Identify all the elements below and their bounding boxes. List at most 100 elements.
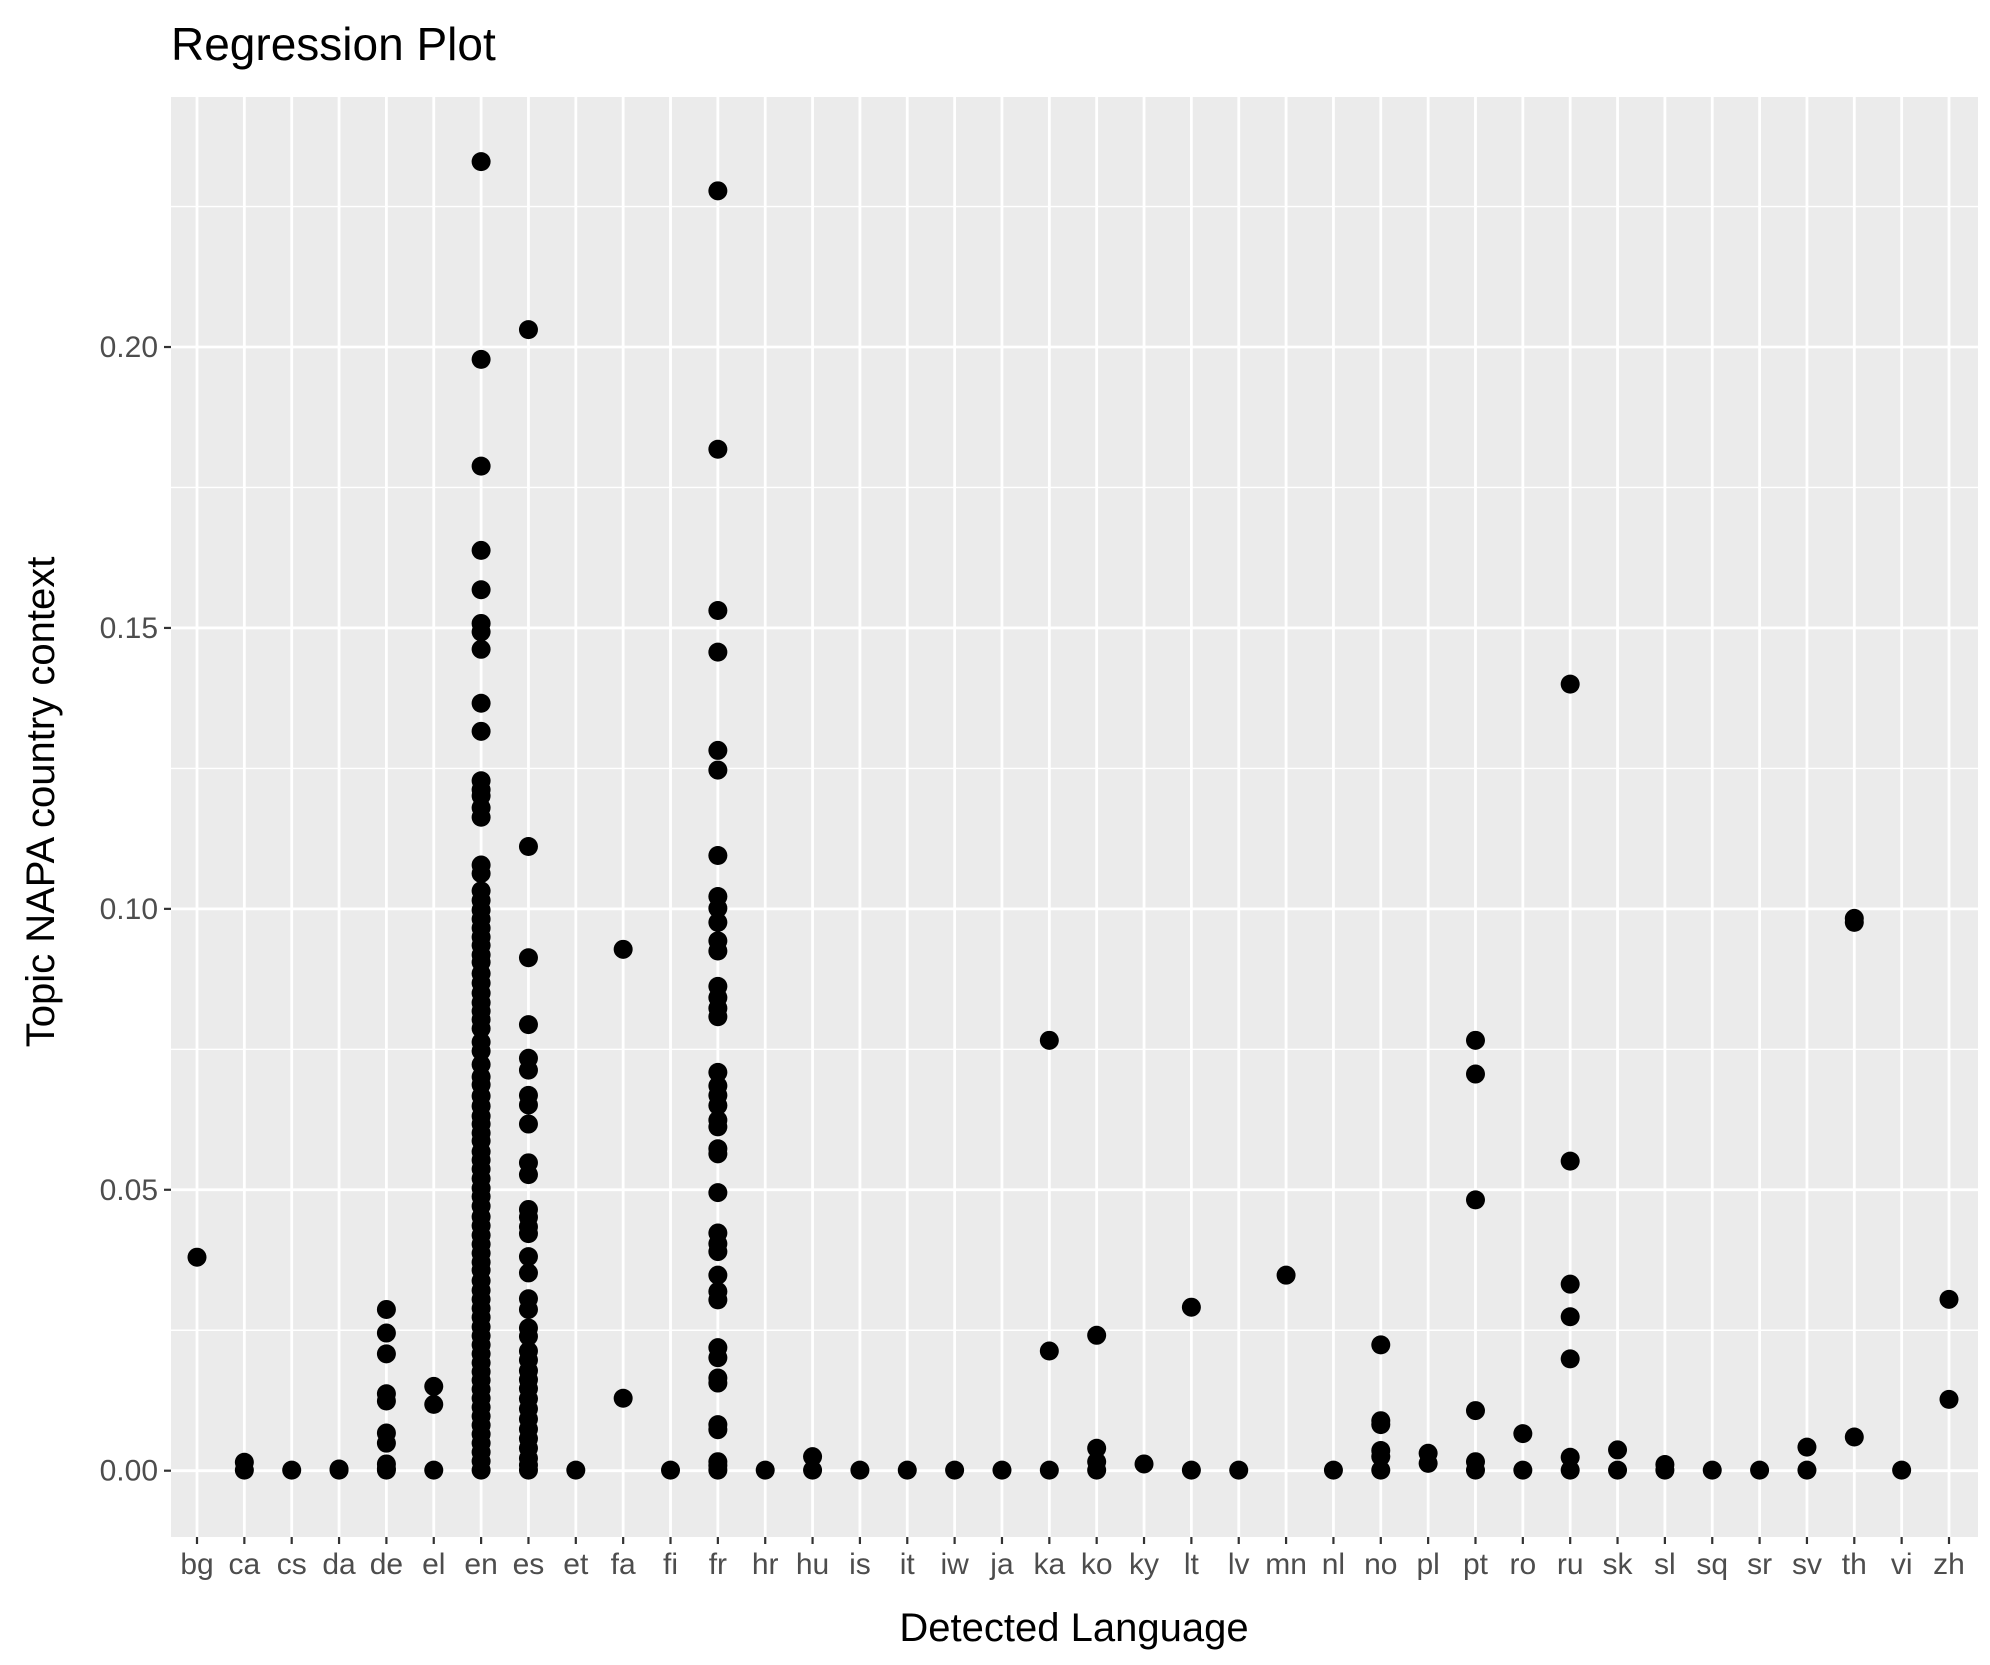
data-point bbox=[1276, 1265, 1296, 1285]
x-tick-label: sr bbox=[1747, 1548, 1772, 1581]
data-point bbox=[1418, 1453, 1438, 1473]
x-axis: bg ca cs da de el en es et fa fi fr hr hu is it iw ja ka ko… bbox=[180, 1537, 1965, 1581]
data-point bbox=[1892, 1460, 1912, 1480]
data-point bbox=[282, 1460, 302, 1480]
data-point bbox=[1797, 1437, 1817, 1457]
data-point bbox=[613, 1388, 633, 1408]
x-tick-label: lt bbox=[1184, 1548, 1200, 1581]
data-point bbox=[518, 1015, 538, 1035]
x-tick-label: pl bbox=[1416, 1548, 1439, 1581]
data-point bbox=[708, 1290, 728, 1310]
data-point bbox=[1608, 1460, 1628, 1480]
x-tick-label: ko bbox=[1081, 1548, 1113, 1581]
data-point bbox=[518, 1114, 538, 1134]
data-point bbox=[1560, 1274, 1580, 1294]
x-tick-label: ky bbox=[1129, 1548, 1159, 1581]
x-tick-label: no bbox=[1364, 1548, 1397, 1581]
data-point bbox=[1323, 1460, 1343, 1480]
x-tick-label: sk bbox=[1603, 1548, 1634, 1581]
data-point bbox=[518, 1165, 538, 1185]
y-tick-label: 0.20 bbox=[100, 331, 158, 364]
data-point bbox=[708, 601, 728, 621]
data-point bbox=[1844, 1427, 1864, 1447]
data-point bbox=[708, 1373, 728, 1393]
data-point bbox=[992, 1460, 1012, 1480]
data-point bbox=[518, 1095, 538, 1115]
data-point bbox=[708, 1460, 728, 1480]
data-point bbox=[897, 1460, 917, 1480]
data-point bbox=[1087, 1438, 1107, 1458]
x-tick-label: et bbox=[563, 1548, 589, 1581]
data-point bbox=[1465, 1460, 1485, 1480]
data-point bbox=[850, 1460, 870, 1480]
data-point bbox=[708, 898, 728, 918]
data-point bbox=[376, 1391, 396, 1411]
data-point bbox=[424, 1394, 444, 1414]
data-point bbox=[1702, 1460, 1722, 1480]
data-point bbox=[1181, 1460, 1201, 1480]
x-tick-label: el bbox=[422, 1548, 445, 1581]
x-tick-label: lv bbox=[1228, 1548, 1250, 1581]
data-point bbox=[1087, 1460, 1107, 1480]
data-point bbox=[187, 1247, 207, 1267]
data-point bbox=[376, 1299, 396, 1319]
x-tick-label: sv bbox=[1792, 1548, 1822, 1581]
data-point bbox=[708, 1183, 728, 1203]
x-tick-label: cs bbox=[277, 1548, 307, 1581]
y-tick-label: 0.10 bbox=[100, 893, 158, 926]
data-point bbox=[1560, 1349, 1580, 1369]
x-tick-label: ja bbox=[989, 1548, 1014, 1581]
data-point bbox=[471, 693, 491, 713]
x-tick-label: ro bbox=[1509, 1548, 1536, 1581]
data-point bbox=[708, 1348, 728, 1368]
data-point bbox=[471, 1041, 491, 1061]
y-tick-label: 0.00 bbox=[100, 1455, 158, 1488]
data-point bbox=[424, 1376, 444, 1396]
data-point bbox=[1465, 1030, 1485, 1050]
data-point bbox=[708, 439, 728, 459]
data-point bbox=[1513, 1460, 1533, 1480]
data-point bbox=[376, 1323, 396, 1343]
data-point bbox=[1371, 1447, 1391, 1467]
data-point bbox=[518, 1460, 538, 1480]
chart-title: Regression Plot bbox=[171, 18, 496, 70]
data-point bbox=[376, 1344, 396, 1364]
data-point bbox=[1039, 1460, 1059, 1480]
data-point bbox=[1181, 1297, 1201, 1317]
x-tick-label: sq bbox=[1696, 1548, 1728, 1581]
x-tick-label: da bbox=[322, 1548, 356, 1581]
data-point bbox=[1608, 1440, 1628, 1460]
data-point bbox=[708, 1007, 728, 1027]
x-tick-label: hu bbox=[796, 1548, 829, 1581]
data-point bbox=[1134, 1454, 1154, 1474]
y-axis: 0.00 0.05 0.10 0.15 0.20 bbox=[100, 331, 171, 1488]
data-point bbox=[1513, 1424, 1533, 1444]
data-point bbox=[518, 948, 538, 968]
x-tick-label: iw bbox=[940, 1548, 969, 1581]
data-point bbox=[708, 642, 728, 662]
data-point bbox=[518, 320, 538, 340]
data-point bbox=[1560, 1151, 1580, 1171]
data-point bbox=[471, 349, 491, 369]
data-point bbox=[803, 1447, 823, 1467]
data-point bbox=[1371, 1415, 1391, 1435]
data-point bbox=[708, 1096, 728, 1116]
data-point bbox=[1039, 1341, 1059, 1361]
data-point bbox=[1655, 1460, 1675, 1480]
data-point bbox=[518, 1326, 538, 1346]
y-axis-title: Topic NAPA country context bbox=[19, 557, 63, 1048]
data-point bbox=[471, 580, 491, 600]
x-tick-label: es bbox=[513, 1548, 545, 1581]
x-tick-label: hr bbox=[752, 1548, 779, 1581]
data-point bbox=[708, 1117, 728, 1137]
data-point bbox=[708, 181, 728, 201]
data-point bbox=[1039, 1030, 1059, 1050]
data-point bbox=[803, 1460, 823, 1480]
data-point bbox=[1560, 674, 1580, 694]
data-point bbox=[471, 639, 491, 659]
data-point bbox=[471, 863, 491, 883]
data-point bbox=[518, 1299, 538, 1319]
x-axis-title: Detected Language bbox=[899, 1606, 1248, 1650]
x-tick-label: it bbox=[900, 1548, 916, 1581]
data-point bbox=[471, 721, 491, 741]
